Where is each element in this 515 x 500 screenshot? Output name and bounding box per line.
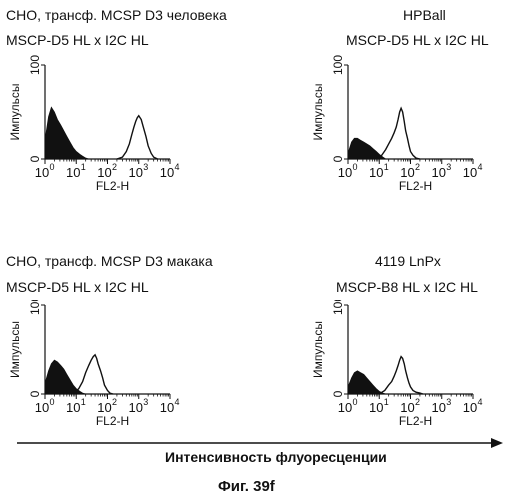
panel-2-subtitle: MSCP-D5 HL x I2C HL bbox=[346, 32, 489, 48]
x-tick-label: 10 bbox=[400, 165, 414, 180]
y-tick-label: 100 bbox=[331, 55, 345, 75]
x-tick-exponent: 2 bbox=[112, 397, 117, 407]
x-tick-label: 10 bbox=[129, 400, 143, 415]
x-tick-label: 10 bbox=[338, 400, 352, 415]
x-tick-exponent: 4 bbox=[477, 162, 482, 172]
x-tick-label: 10 bbox=[35, 165, 49, 180]
y-tick-label: 0 bbox=[331, 155, 345, 162]
x-tick-exponent: 3 bbox=[446, 397, 451, 407]
control-histogram bbox=[45, 360, 86, 394]
x-tick-exponent: 1 bbox=[384, 162, 389, 172]
x-tick-label: 10 bbox=[369, 165, 383, 180]
x-tick-label: 10 bbox=[369, 400, 383, 415]
x-tick-exponent: 4 bbox=[174, 162, 179, 172]
histogram-panel-1: 1001011021031040100FL2-HИмпульсы bbox=[0, 55, 200, 205]
x-tick-label: 10 bbox=[129, 165, 143, 180]
panel-4-title: 4119 LnPx bbox=[375, 253, 441, 269]
x-tick-exponent: 4 bbox=[174, 397, 179, 407]
panel-2-title: HPBall bbox=[403, 7, 446, 23]
panel-3-title: CHO, трансф. MCSP D3 макака bbox=[6, 253, 213, 269]
x-tick-exponent: 4 bbox=[477, 397, 482, 407]
panel-1-subtitle: MSCP-D5 HL x I2C HL bbox=[6, 32, 149, 48]
y-tick-label: 100 bbox=[331, 300, 345, 315]
x-tick-exponent: 0 bbox=[49, 397, 54, 407]
x-tick-exponent: 0 bbox=[352, 397, 357, 407]
stained-histogram bbox=[73, 355, 113, 394]
y-tick-label: 0 bbox=[331, 390, 345, 397]
x-tick-exponent: 1 bbox=[81, 397, 86, 407]
x-tick-label: 10 bbox=[463, 400, 477, 415]
x-tick-label: 10 bbox=[97, 400, 111, 415]
x-axis-label: FL2-H bbox=[96, 414, 129, 428]
x-tick-exponent: 2 bbox=[415, 397, 420, 407]
x-tick-label: 10 bbox=[160, 165, 174, 180]
control-histogram bbox=[348, 371, 386, 394]
x-tick-exponent: 3 bbox=[446, 162, 451, 172]
x-tick-label: 10 bbox=[160, 400, 174, 415]
histogram-panel-2: 1001011021031040100FL2-HИмпульсы bbox=[300, 55, 500, 205]
x-tick-exponent: 0 bbox=[49, 162, 54, 172]
x-tick-label: 10 bbox=[66, 165, 80, 180]
x-tick-exponent: 2 bbox=[112, 162, 117, 172]
x-axis-label: FL2-H bbox=[96, 179, 129, 193]
y-axis-label: Импульсы bbox=[8, 321, 22, 378]
x-tick-label: 10 bbox=[97, 165, 111, 180]
x-tick-label: 10 bbox=[400, 400, 414, 415]
fluorescence-axis-arrow bbox=[15, 436, 505, 450]
panel-1-title: CHO, трансф. MCSP D3 человека bbox=[6, 7, 227, 23]
x-tick-exponent: 1 bbox=[81, 162, 86, 172]
histogram-panel-4: 1001011021031040100FL2-HИмпульсы bbox=[300, 300, 500, 430]
y-axis-label: Импульсы bbox=[8, 84, 22, 141]
y-axis-label: Импульсы bbox=[311, 321, 325, 378]
figure-caption: Фиг. 39f bbox=[218, 478, 275, 495]
control-histogram bbox=[45, 107, 89, 159]
y-tick-label: 100 bbox=[28, 55, 42, 75]
x-tick-exponent: 1 bbox=[384, 397, 389, 407]
x-tick-exponent: 0 bbox=[352, 162, 357, 172]
x-tick-label: 10 bbox=[432, 165, 446, 180]
x-tick-exponent: 3 bbox=[143, 397, 148, 407]
x-tick-exponent: 3 bbox=[143, 162, 148, 172]
y-axis-label: Импульсы bbox=[311, 84, 325, 141]
stained-histogram bbox=[379, 357, 423, 394]
x-tick-label: 10 bbox=[35, 400, 49, 415]
histogram-panel-3: 1001011021031040100FL2-HИмпульсы bbox=[0, 300, 200, 430]
y-tick-label: 100 bbox=[28, 300, 42, 315]
fluorescence-intensity-label: Интенсивность флуоресценции bbox=[165, 449, 387, 465]
y-tick-label: 0 bbox=[28, 390, 42, 397]
x-tick-label: 10 bbox=[66, 400, 80, 415]
x-tick-exponent: 2 bbox=[415, 162, 420, 172]
arrow-head bbox=[491, 438, 503, 448]
y-tick-label: 0 bbox=[28, 155, 42, 162]
x-axis-label: FL2-H bbox=[399, 179, 432, 193]
panel-4-subtitle: MSCP-B8 HL x I2C HL bbox=[336, 279, 478, 295]
x-tick-label: 10 bbox=[338, 165, 352, 180]
panel-3-subtitle: MSCP-D5 HL x I2C HL bbox=[6, 279, 149, 295]
x-tick-label: 10 bbox=[432, 400, 446, 415]
stained-histogram bbox=[376, 108, 420, 159]
stained-histogram bbox=[117, 116, 158, 159]
x-tick-label: 10 bbox=[463, 165, 477, 180]
x-axis-label: FL2-H bbox=[399, 414, 432, 428]
